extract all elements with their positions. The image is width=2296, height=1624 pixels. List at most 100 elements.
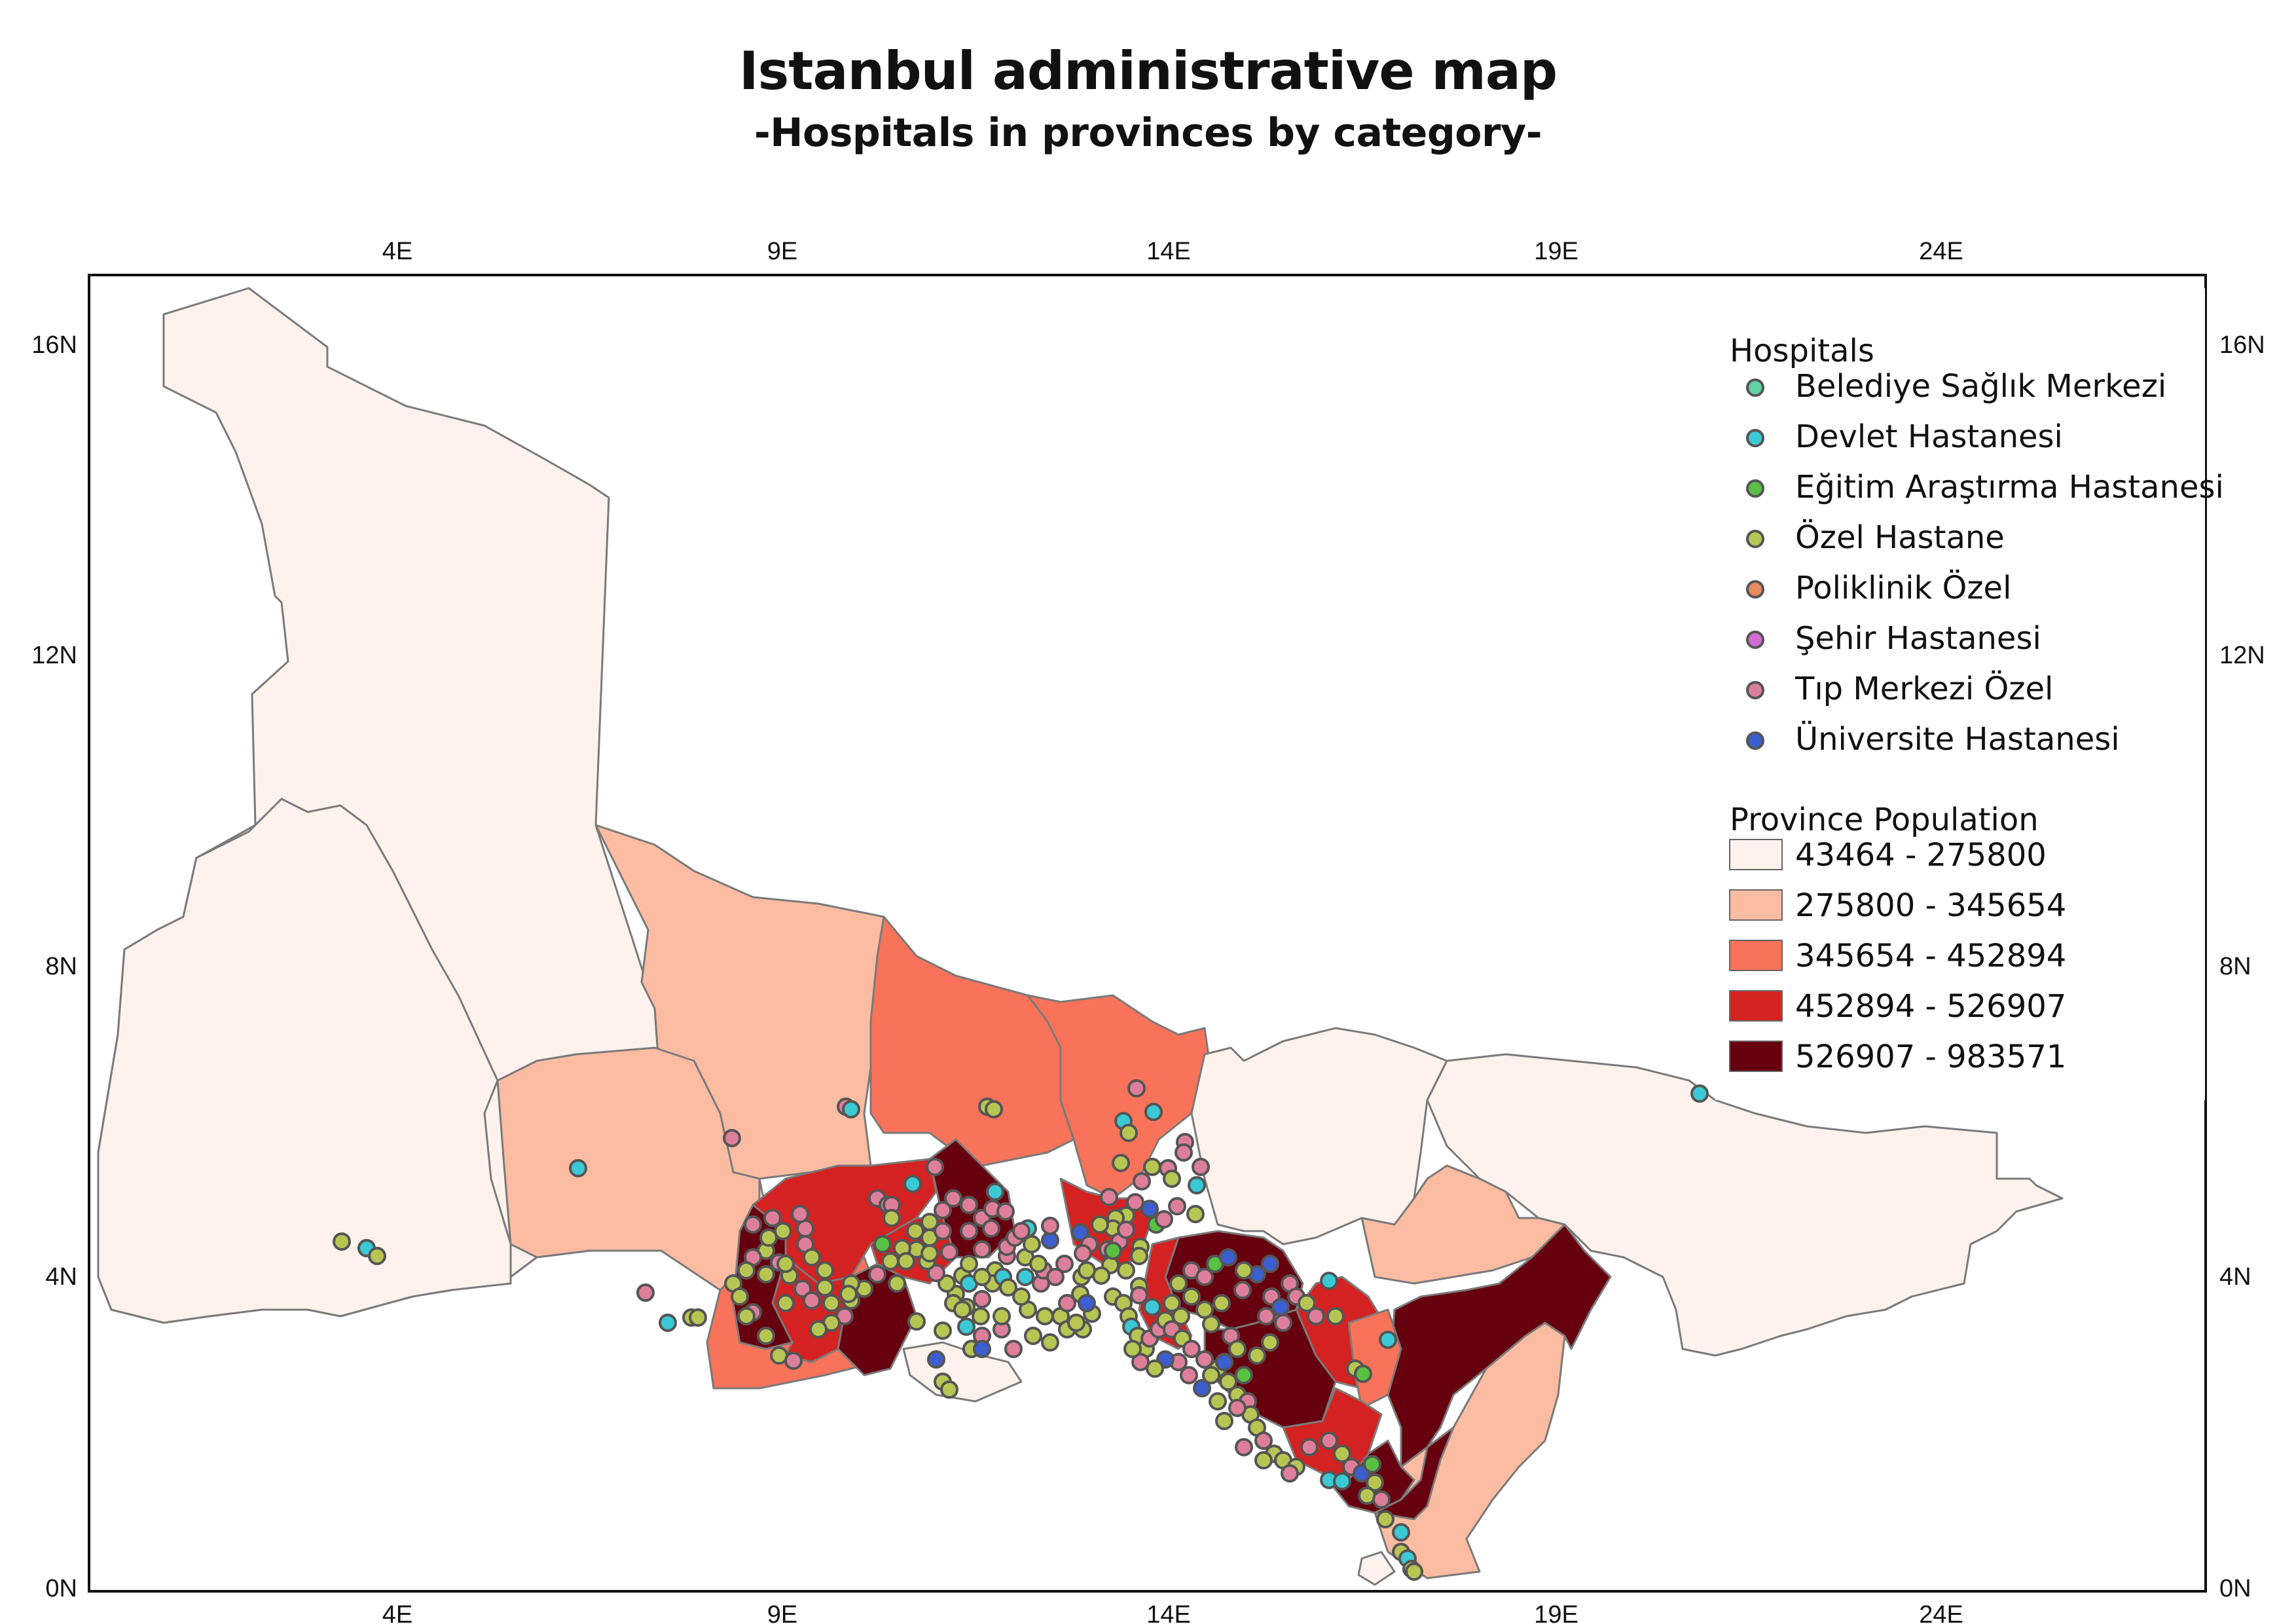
hospital-marker[interactable] bbox=[907, 1312, 926, 1331]
hospital-marker[interactable] bbox=[940, 1243, 958, 1261]
hospital-marker[interactable] bbox=[1248, 1346, 1266, 1365]
hospital-marker[interactable] bbox=[1117, 1261, 1135, 1280]
hospital-marker[interactable] bbox=[1182, 1287, 1201, 1306]
hospital-marker[interactable] bbox=[1036, 1307, 1054, 1325]
hospital-marker[interactable] bbox=[1168, 1197, 1186, 1215]
hospital-marker[interactable] bbox=[1186, 1205, 1205, 1223]
hospital-marker[interactable] bbox=[1261, 1255, 1279, 1273]
hospital-marker[interactable] bbox=[996, 1202, 1015, 1221]
hospital-marker[interactable] bbox=[1078, 1261, 1096, 1280]
hospital-marker[interactable] bbox=[1067, 1314, 1085, 1332]
province-islands[interactable] bbox=[1357, 1551, 1396, 1586]
hospital-marker[interactable] bbox=[1143, 1158, 1161, 1176]
hospital-marker[interactable] bbox=[822, 1294, 841, 1312]
hospital-marker[interactable] bbox=[1055, 1255, 1074, 1273]
hospital-marker[interactable] bbox=[927, 1350, 945, 1369]
hospital-marker[interactable] bbox=[1281, 1464, 1299, 1483]
hospital-marker[interactable] bbox=[1215, 1412, 1233, 1430]
hospital-marker[interactable] bbox=[888, 1274, 906, 1293]
hospital-marker[interactable] bbox=[1254, 1431, 1273, 1450]
hospital-marker[interactable] bbox=[1180, 1366, 1198, 1384]
hospital-marker[interactable] bbox=[1257, 1307, 1275, 1325]
hospital-marker[interactable] bbox=[906, 1222, 924, 1240]
hospital-marker[interactable] bbox=[972, 1307, 990, 1325]
hospital-marker[interactable] bbox=[1091, 1215, 1109, 1234]
hospital-marker[interactable] bbox=[1219, 1373, 1237, 1391]
hospital-marker[interactable] bbox=[1366, 1473, 1384, 1492]
hospital-marker[interactable] bbox=[803, 1291, 821, 1310]
hospital-marker[interactable] bbox=[839, 1285, 858, 1303]
hospital-marker[interactable] bbox=[881, 1252, 900, 1270]
hospital-marker[interactable] bbox=[1120, 1124, 1138, 1142]
hospital-marker[interactable] bbox=[1146, 1359, 1164, 1378]
hospital-marker[interactable] bbox=[774, 1222, 792, 1240]
hospital-marker[interactable] bbox=[737, 1261, 756, 1280]
hospital-marker[interactable] bbox=[1274, 1314, 1292, 1332]
hospital-marker[interactable] bbox=[960, 1222, 978, 1240]
hospital-marker[interactable] bbox=[816, 1261, 834, 1280]
hospital-marker[interactable] bbox=[926, 1158, 944, 1176]
hospital-marker[interactable] bbox=[999, 1278, 1017, 1297]
hospital-marker[interactable] bbox=[1175, 1143, 1193, 1162]
province-cekmekoy[interactable] bbox=[1360, 1164, 1566, 1285]
hospital-marker[interactable] bbox=[1130, 1247, 1148, 1265]
hospital-marker[interactable] bbox=[1133, 1172, 1151, 1190]
hospital-marker[interactable] bbox=[723, 1129, 741, 1147]
hospital-marker[interactable] bbox=[1192, 1158, 1210, 1176]
hospital-marker[interactable] bbox=[934, 1222, 952, 1240]
hospital-marker[interactable] bbox=[897, 1252, 915, 1270]
hospital-marker[interactable] bbox=[1104, 1242, 1122, 1260]
hospital-marker[interactable] bbox=[809, 1320, 828, 1338]
hospital-marker[interactable] bbox=[737, 1307, 756, 1325]
hospital-marker[interactable] bbox=[1333, 1445, 1351, 1463]
hospital-marker[interactable] bbox=[957, 1318, 975, 1336]
hospital-marker[interactable] bbox=[1228, 1340, 1247, 1358]
hospital-marker[interactable] bbox=[982, 1219, 1000, 1238]
hospital-marker[interactable] bbox=[744, 1215, 762, 1234]
hospital-marker[interactable] bbox=[763, 1209, 782, 1227]
hospital-marker[interactable] bbox=[938, 1274, 956, 1293]
hospital-marker[interactable] bbox=[1130, 1286, 1148, 1304]
hospital-marker[interactable] bbox=[1155, 1210, 1173, 1228]
hospital-marker[interactable] bbox=[927, 1264, 945, 1282]
hospital-marker[interactable] bbox=[1016, 1268, 1034, 1286]
hospital-marker[interactable] bbox=[757, 1327, 775, 1345]
hospital-marker[interactable] bbox=[883, 1209, 901, 1227]
hospital-marker[interactable] bbox=[1261, 1333, 1279, 1352]
hospital-marker[interactable] bbox=[731, 1287, 749, 1306]
hospital-marker[interactable] bbox=[1071, 1223, 1089, 1242]
hospital-marker[interactable] bbox=[1219, 1248, 1237, 1266]
hospital-marker[interactable] bbox=[1182, 1340, 1201, 1358]
hospital-marker[interactable] bbox=[1046, 1268, 1065, 1286]
hospital-marker[interactable] bbox=[1209, 1392, 1227, 1411]
hospital-marker[interactable] bbox=[1233, 1281, 1252, 1299]
hospital-marker[interactable] bbox=[569, 1159, 587, 1177]
hospital-marker[interactable] bbox=[920, 1244, 939, 1263]
hospital-marker[interactable] bbox=[986, 1183, 1004, 1201]
hospital-marker[interactable] bbox=[953, 1301, 972, 1319]
hospital-marker[interactable] bbox=[1228, 1399, 1247, 1417]
hospital-marker[interactable] bbox=[659, 1314, 677, 1332]
hospital-marker[interactable] bbox=[960, 1196, 978, 1214]
hospital-marker[interactable] bbox=[1195, 1301, 1214, 1319]
province-sancaktepe[interactable] bbox=[1387, 1223, 1612, 1468]
hospital-marker[interactable] bbox=[1215, 1353, 1233, 1371]
hospital-marker[interactable] bbox=[1202, 1366, 1220, 1384]
province-eyupsultan[interactable] bbox=[869, 915, 1075, 1167]
hospital-marker[interactable] bbox=[1012, 1287, 1030, 1306]
hospital-marker[interactable] bbox=[1235, 1438, 1253, 1456]
hospital-marker[interactable] bbox=[1363, 1455, 1381, 1473]
hospital-marker[interactable] bbox=[791, 1205, 809, 1223]
province-catalca[interactable] bbox=[97, 798, 512, 1324]
hospital-marker[interactable] bbox=[776, 1255, 795, 1273]
hospital-marker[interactable] bbox=[1078, 1294, 1096, 1312]
hospital-marker[interactable] bbox=[1405, 1562, 1423, 1581]
hospital-marker[interactable] bbox=[803, 1248, 821, 1266]
hospital-marker[interactable] bbox=[960, 1255, 978, 1273]
hospital-marker[interactable] bbox=[1143, 1298, 1161, 1316]
hospital-marker[interactable] bbox=[1235, 1366, 1253, 1384]
hospital-marker[interactable] bbox=[1372, 1490, 1391, 1509]
hospital-marker[interactable] bbox=[1127, 1079, 1146, 1098]
hospital-marker[interactable] bbox=[1117, 1221, 1135, 1239]
hospital-marker[interactable] bbox=[1112, 1154, 1130, 1172]
